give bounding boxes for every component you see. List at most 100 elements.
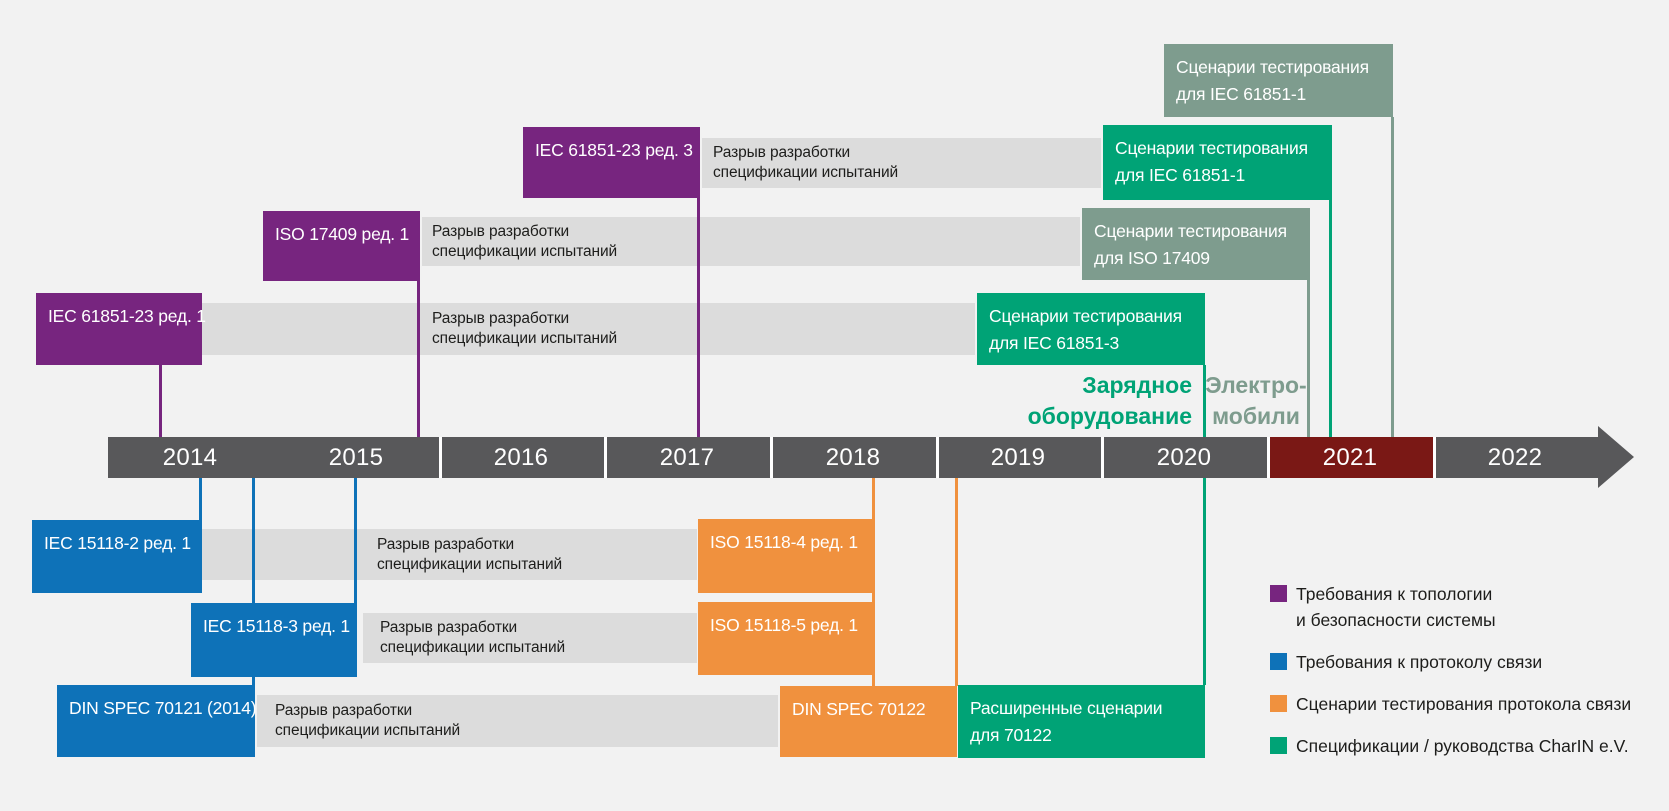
gap-iec61851-23-ed3-label-line-2: спецификации испытаний	[713, 164, 899, 181]
gap-din70121-label: Разрыв разработки спецификации испытаний	[275, 701, 460, 741]
box-din-spec-70122-label-line-1: DIN SPEC 70122	[792, 699, 926, 719]
gap-iec61851-23-ed1: Разрыв разработки спецификации испытаний	[202, 303, 975, 355]
connector-din70122	[955, 477, 958, 686]
connector-sage-iso17409	[1307, 280, 1310, 437]
box-test-scenarios-iec61851-3: Сценарии тестирования для IEC 61851-3	[977, 293, 1205, 365]
box-test-scenarios-iec61851-1-ev: Сценарии тестирования для IEC 61851-1	[1164, 44, 1393, 117]
gap-iec61851-23-ed1-label: Разрыв разработки спецификации испытаний	[432, 309, 617, 349]
box-test-scenarios-iso17409-label-line-1: Сценарии тестирования	[1094, 221, 1287, 241]
legend-label-purple-line-1: Требования к топологии	[1296, 584, 1493, 604]
legend-label-green: Спецификации / руководства CharIN e.V.	[1296, 733, 1629, 759]
connector-green-iec61851-3	[1203, 365, 1206, 437]
box-extended-scenarios-70122-label-line-2: для 70122	[970, 725, 1052, 745]
box-iec15118-2-ed1: IEC 15118-2 ред. 1	[32, 520, 202, 593]
legend-label-purple-line-2: и безопасности системы	[1296, 610, 1496, 630]
gap-din70121-label-line-1: Разрыв разработки	[275, 702, 413, 719]
box-iso15118-4-ed1: ISO 15118-4 ред. 1	[698, 519, 875, 593]
year-divider-2016	[439, 437, 442, 478]
legend-swatch-orange	[1270, 695, 1287, 712]
charging-equipment-label-line-1: Зарядное	[1082, 372, 1192, 398]
year-divider-2022	[1433, 437, 1436, 478]
legend-label-blue-line-1: Требования к протоколу связи	[1296, 652, 1543, 672]
box-iec61851-23-ed1: IEC 61851-23 ред. 1	[36, 293, 206, 365]
legend-label-orange-line-1: Сценарии тестирования протокола связи	[1296, 694, 1632, 714]
connector-iec61851-23-ed3	[697, 198, 700, 437]
connector-extended-70122	[1203, 477, 1206, 685]
legend-swatch-purple	[1270, 585, 1287, 602]
gap-din70121: Разрыв разработки спецификации испытаний	[257, 695, 778, 747]
box-test-scenarios-iec61851-1-label-line-1: Сценарии тестирования	[1115, 138, 1308, 158]
gap-iec15118-3-label: Разрыв разработки спецификации испытаний	[380, 618, 565, 658]
electric-vehicles-label: Электро-мобили	[1204, 370, 1308, 432]
year-divider-2019	[936, 437, 939, 478]
box-iso15118-5-ed1-label-line-1: ISO 15118-5 ред. 1	[710, 615, 858, 635]
timeline-arrowhead	[1598, 426, 1634, 488]
box-test-scenarios-iso17409: Сценарии тестирования для ISO 17409	[1082, 208, 1310, 280]
charging-equipment-label-line-2: оборудование	[1027, 403, 1192, 429]
legend-item-orange: Сценарии тестирования протокола связи	[1270, 691, 1631, 717]
connector-din70121	[252, 477, 255, 685]
connector-sage-iec61851-1-top	[1391, 117, 1394, 437]
electric-vehicles-label-line-1: Электро-	[1205, 372, 1307, 398]
year-label-2022: 2022	[1487, 444, 1543, 471]
box-test-scenarios-iec61851-1-ev-label-line-1: Сценарии тестирования	[1176, 57, 1369, 77]
connector-green-iec61851-1	[1329, 200, 1332, 437]
legend-swatch-green	[1270, 737, 1287, 754]
box-iec61851-23-ed1-label-line-1: IEC 61851-23 ред. 1	[48, 306, 206, 326]
year-label-2015: 2015	[328, 444, 384, 471]
box-test-scenarios-iec61851-1-label-line-2: для IEC 61851-1	[1115, 165, 1246, 185]
gap-iso17409-label-line-1: Разрыв разработки	[432, 222, 570, 240]
year-label-2014: 2014	[162, 444, 218, 471]
box-din-spec-70121-label-line-1: DIN SPEC 70121 (2014)	[69, 698, 257, 718]
box-extended-scenarios-70122-label-line-1: Расширенные сценарии	[970, 698, 1163, 718]
gap-iec61851-23-ed1-label-line-2: спецификации испытаний	[432, 330, 618, 347]
connector-iec15118-2	[199, 477, 202, 520]
year-divider-2017	[604, 437, 607, 478]
year-label-2019: 2019	[990, 444, 1046, 471]
box-test-scenarios-iec61851-3-label-line-1: Сценарии тестирования	[989, 306, 1182, 326]
gap-iec15118-2-label: Разрыв разработки спецификации испытаний	[377, 535, 562, 575]
gap-iso17409-label-line-2: спецификации испытаний	[432, 242, 618, 260]
legend-label-blue: Требования к протоколу связи	[1296, 649, 1542, 675]
connector-iec15118-3	[354, 477, 357, 603]
box-extended-scenarios-70122: Расширенные сценарии для 70122	[958, 685, 1205, 758]
legend-item-green: Спецификации / руководства CharIN e.V.	[1270, 733, 1631, 759]
connector-iec61851-23-ed1	[159, 365, 162, 437]
year-divider-2021	[1267, 437, 1270, 478]
legend: Требования к топологии и безопасности сис…	[1270, 581, 1631, 759]
box-iso17409-ed1-label-line-1: ISO 17409 ред. 1	[275, 224, 410, 244]
box-iec15118-2-ed1-label-line-1: IEC 15118-2 ред. 1	[44, 533, 191, 553]
legend-item-blue: Требования к протоколу связи	[1270, 649, 1631, 675]
year-label-2021: 2021	[1322, 444, 1378, 471]
gap-iec61851-23-ed3: Разрыв разработки спецификации испытаний	[702, 138, 1101, 188]
year-label-2016: 2016	[493, 444, 549, 471]
year-label-2017: 2017	[659, 444, 715, 471]
charging-equipment-label: Зарядное оборудование	[1028, 370, 1192, 432]
box-iso17409-ed1: ISO 17409 ред. 1	[263, 211, 420, 281]
box-iso15118-4-ed1-label-line-1: ISO 15118-4 ред. 1	[710, 532, 858, 552]
box-iec61851-23-ed3-label-line-1: IEC 61851-23 ред. 3	[535, 140, 693, 160]
connector-iso17409	[417, 281, 420, 437]
gap-iec15118-2-label-line-2: спецификации испытаний	[377, 555, 563, 573]
box-test-scenarios-iec61851-1-ev-label-line-2: для IEC 61851-1	[1176, 84, 1307, 104]
gap-iec15118-3-label-line-1: Разрыв разработки	[380, 619, 518, 636]
gap-iso17409: Разрыв разработки спецификации испытаний	[422, 217, 1080, 266]
timeline-highlight-2021	[1267, 437, 1433, 478]
legend-label-orange: Сценарии тестирования протокола связи	[1296, 691, 1631, 717]
box-test-scenarios-iso17409-label-line-2: для ISO 17409	[1094, 248, 1210, 268]
gap-iso17409-label: Разрыв разработки спецификации испытаний	[432, 222, 617, 262]
gap-iec15118-2: Разрыв разработки спецификации испытаний	[202, 529, 697, 580]
box-din-spec-70122: DIN SPEC 70122	[780, 686, 957, 757]
year-label-2020: 2020	[1156, 444, 1212, 471]
box-iec15118-3-ed1: IEC 15118-3 ред. 1	[191, 603, 357, 677]
box-din-spec-70121: DIN SPEC 70121 (2014)	[57, 685, 257, 757]
gap-din70121-label-line-2: спецификации испытаний	[275, 722, 461, 739]
gap-iec15118-3-label-line-2: спецификации испытаний	[380, 639, 566, 656]
box-iec61851-23-ed3: IEC 61851-23 ред. 3	[523, 127, 700, 198]
gap-iec15118-2-label-line-1: Разрыв разработки	[377, 535, 515, 553]
gap-iec61851-23-ed1-label-line-1: Разрыв разработки	[432, 310, 570, 327]
electric-vehicles-label-line-2: мобили	[1212, 403, 1300, 429]
year-label-2018: 2018	[825, 444, 881, 471]
legend-item-purple: Требования к топологии и безопасности сис…	[1270, 581, 1631, 633]
